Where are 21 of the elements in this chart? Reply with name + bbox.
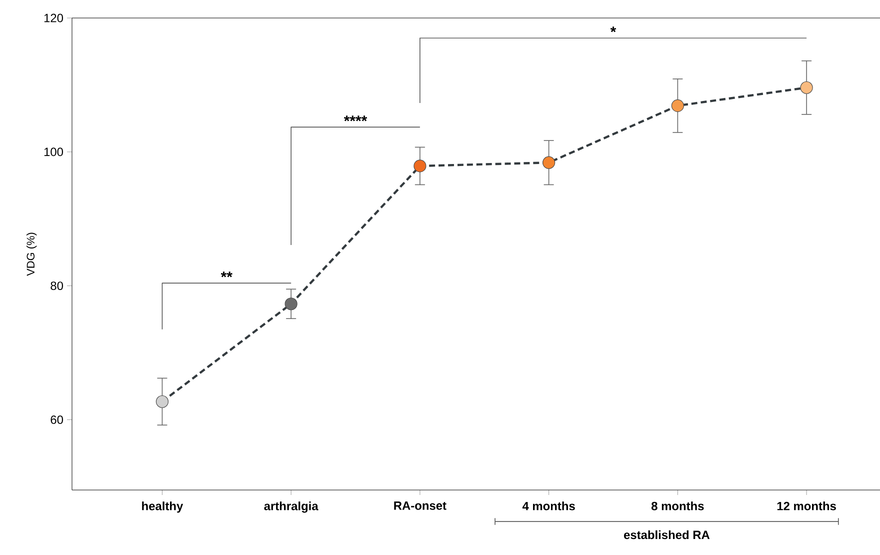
y-tick-label: 120: [44, 14, 64, 22]
text: established RA: [624, 530, 710, 540]
x-tick-label: arthralgia: [264, 502, 318, 513]
y-tick-label: 100: [44, 148, 64, 156]
y-tick-label: 60: [50, 415, 64, 424]
x-tick-label: healthy: [142, 502, 184, 513]
x-tick-label: 8 months: [651, 502, 704, 510]
annotation: *: [610, 26, 616, 32]
y-tick-label: 80: [50, 282, 64, 290]
point: [671, 99, 684, 112]
annotation: ****: [344, 116, 368, 122]
annotation: **: [220, 272, 232, 278]
y-axis-title: VDG (%): [26, 232, 37, 276]
point: [284, 298, 298, 310]
x-tick-label: 4 months: [522, 502, 575, 510]
point: [800, 81, 813, 94]
x-tick-label: 12 months: [777, 502, 836, 510]
point: [542, 156, 556, 169]
point: [414, 160, 426, 172]
x-tick-label: RA-onset: [394, 502, 446, 510]
point: [156, 395, 169, 408]
